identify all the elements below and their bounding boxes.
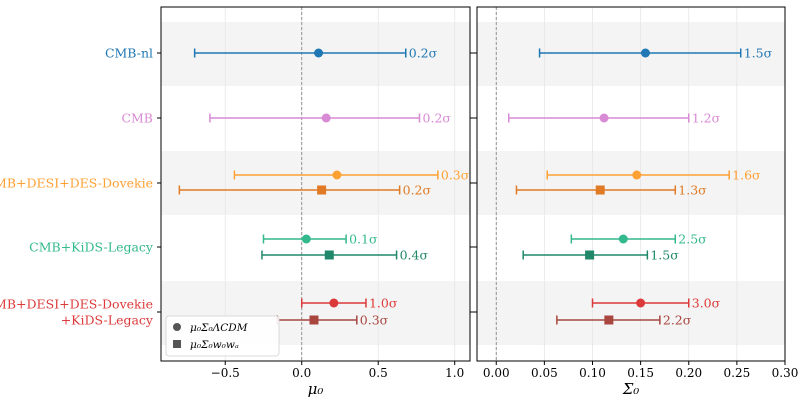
forest-plot-figure: 0.2σ 0.2σ 0.3σ 0.2σ 0.1σ 0.4σ 1.0σ 0.3σ 1.5σ 1.2σ… xyxy=(0,0,804,402)
row-band xyxy=(477,151,785,215)
point-marker xyxy=(596,186,605,195)
tension-label: 0.2σ xyxy=(403,183,432,198)
legend-label: μ₀Σ₀ΛCDM xyxy=(190,322,248,334)
tension-label: 1.5σ xyxy=(744,46,773,61)
row-label: +KiDS-Legacy xyxy=(61,313,154,328)
row-label: CMB+KiDS-Legacy xyxy=(29,240,154,255)
x-axis-label: μ₀ xyxy=(308,380,324,398)
point-marker xyxy=(302,235,311,244)
tension-label: 1.6σ xyxy=(732,168,761,183)
tension-label: 1.5σ xyxy=(650,248,679,263)
tension-label: 0.4σ xyxy=(400,248,429,263)
tension-label: 1.0σ xyxy=(369,296,398,311)
point-marker xyxy=(325,251,334,260)
point-marker xyxy=(309,316,318,325)
x-tick-label: 0.0 xyxy=(292,366,311,380)
x-tick-label: 0.05 xyxy=(531,366,558,380)
x-tick-label: −0.5 xyxy=(211,366,240,380)
tension-label: 0.1σ xyxy=(349,232,378,247)
x-tick-label: 1.0 xyxy=(445,366,464,380)
x-tick-label: 0.20 xyxy=(675,366,702,380)
point-marker xyxy=(585,251,594,260)
tension-label: 2.5σ xyxy=(678,232,707,247)
row-label: CMB-nl xyxy=(105,46,153,61)
x-tick-label: 0.15 xyxy=(627,366,654,380)
legend-marker-circle xyxy=(173,323,181,331)
point-marker xyxy=(317,186,326,195)
point-marker xyxy=(329,299,338,308)
row-label: CMB xyxy=(121,111,153,126)
point-marker xyxy=(600,114,609,123)
point-marker xyxy=(641,49,650,58)
row-band xyxy=(477,22,785,86)
tension-label: 1.2σ xyxy=(692,111,721,126)
point-marker xyxy=(322,114,331,123)
tension-label: 0.3σ xyxy=(441,168,470,183)
tension-label: 0.3σ xyxy=(360,313,389,328)
legend: μ₀Σ₀ΛCDM μ₀Σ₀w₀wₐ xyxy=(166,316,279,356)
x-tick-label: 0.00 xyxy=(483,366,510,380)
tension-label: 0.2σ xyxy=(423,111,452,126)
point-marker xyxy=(636,299,645,308)
x-tick-label: 0.25 xyxy=(724,366,751,380)
row-label: CMB+DESI+DES-Dovekie xyxy=(0,297,153,312)
tension-label: 1.3σ xyxy=(678,183,707,198)
legend-label: μ₀Σ₀w₀wₐ xyxy=(190,339,239,351)
point-marker xyxy=(604,316,613,325)
point-marker xyxy=(314,49,323,58)
x-tick-label: 0.5 xyxy=(369,366,388,380)
legend-marker-square xyxy=(173,340,181,348)
tension-label: 3.0σ xyxy=(692,296,721,311)
x-tick-label: 0.30 xyxy=(772,366,799,380)
tension-label: 0.2σ xyxy=(409,46,438,61)
x-axis-label: Σ₀ xyxy=(622,380,640,398)
x-tick-label: 0.10 xyxy=(579,366,606,380)
row-band xyxy=(477,281,785,345)
point-marker xyxy=(619,235,628,244)
row-labels: CMB-nl CMB CMB+DESI+DES-Dovekie CMB+KiDS-Le… xyxy=(0,46,154,328)
row-label: CMB+DESI+DES-Dovekie xyxy=(0,176,153,191)
tension-label: 2.2σ xyxy=(663,313,692,328)
point-marker xyxy=(632,171,641,180)
point-marker xyxy=(332,171,341,180)
